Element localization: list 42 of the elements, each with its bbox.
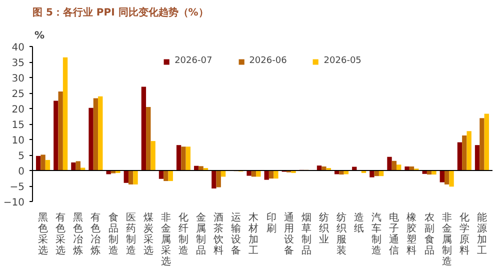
x-tick-label: 运输设备 (231, 212, 242, 256)
y-tick-label: 30 (12, 74, 25, 84)
x-tick-label: 煤炭采选 (143, 212, 154, 256)
x-tick-label: 木材加工 (248, 212, 259, 256)
y-tick-label: 5 (18, 151, 25, 162)
x-tick-label: 纺织服装 (336, 212, 347, 256)
x-tick-label: 黑色采选 (38, 212, 48, 256)
chart-title: 图 5：各行业 PPI 同比变化趋势（%） (32, 6, 208, 18)
x-tick-label: 电子通信 (389, 212, 400, 256)
x-tick-label: 金属制品 (196, 212, 206, 256)
x-tick-label: 医药制造 (126, 212, 136, 256)
x-tick-label: 有色冶炼 (90, 212, 101, 256)
legend-label: 2026-06 (249, 56, 287, 66)
y-tick-label: 20 (12, 104, 25, 116)
y-tick-label: 0 (18, 166, 25, 178)
x-tick-label: 造纸 (354, 212, 364, 234)
x-tick-label: 化纤制造 (178, 212, 188, 256)
x-tick-label: 化学原料 (459, 212, 470, 256)
x-tick-label: 黑色冶炼 (73, 212, 84, 256)
x-tick-label: 烟草制品 (301, 212, 312, 256)
y-tick-label: 25 (12, 89, 25, 100)
y-tick-label: −10 (3, 198, 25, 208)
y-tick-label: 15 (12, 120, 25, 131)
legend-label: 2026-05 (324, 56, 362, 66)
x-tick-label: 纺织业 (318, 212, 329, 246)
x-tick-label: 印刷 (266, 212, 276, 234)
x-tick-label: 酒茶饮料 (212, 212, 224, 256)
x-tick-label: 非金属采选 (160, 212, 171, 268)
x-tick-label: 通用设备 (284, 212, 294, 256)
x-tick-label: 汽车制造 (372, 212, 382, 256)
y-tick-label: −5 (10, 182, 25, 193)
x-tick-label: 能源加工 (476, 212, 487, 256)
x-tick-label: 非金属制造 (442, 212, 452, 268)
y-tick-label: 35 (12, 58, 25, 69)
y-tick-label: 40 (12, 42, 25, 54)
y-axis-title: % (34, 30, 45, 42)
x-tick-label: 食品制造 (108, 212, 118, 256)
y-tick-label: 10 (12, 136, 25, 146)
x-tick-label: 橡胶塑料 (406, 212, 417, 256)
legend-label: 2026-07 (174, 56, 212, 66)
x-tick-label: 有色采选 (56, 212, 66, 256)
x-tick-label: 农副食品 (424, 212, 434, 256)
